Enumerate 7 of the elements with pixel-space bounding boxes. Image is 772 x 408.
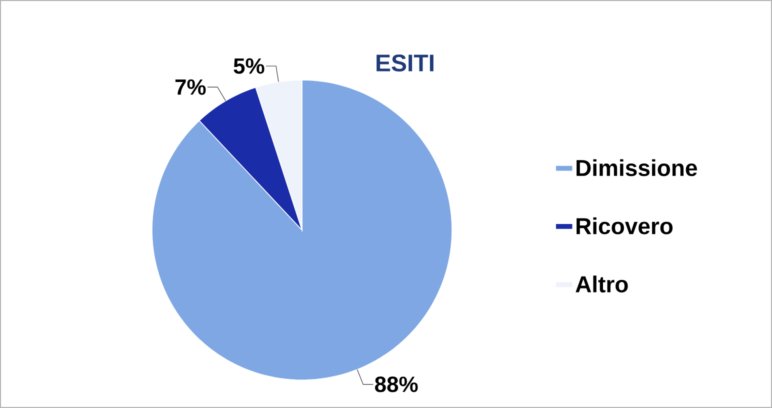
legend-label: Ricovero	[576, 217, 673, 234]
legend-label: Altro	[576, 276, 628, 292]
data-label: 5%	[234, 58, 264, 74]
data-label: 88%	[375, 376, 418, 392]
data-label: 7%	[175, 79, 206, 95]
chart-title: ESITI	[376, 54, 434, 72]
legend-label: Dimissione	[576, 159, 697, 176]
